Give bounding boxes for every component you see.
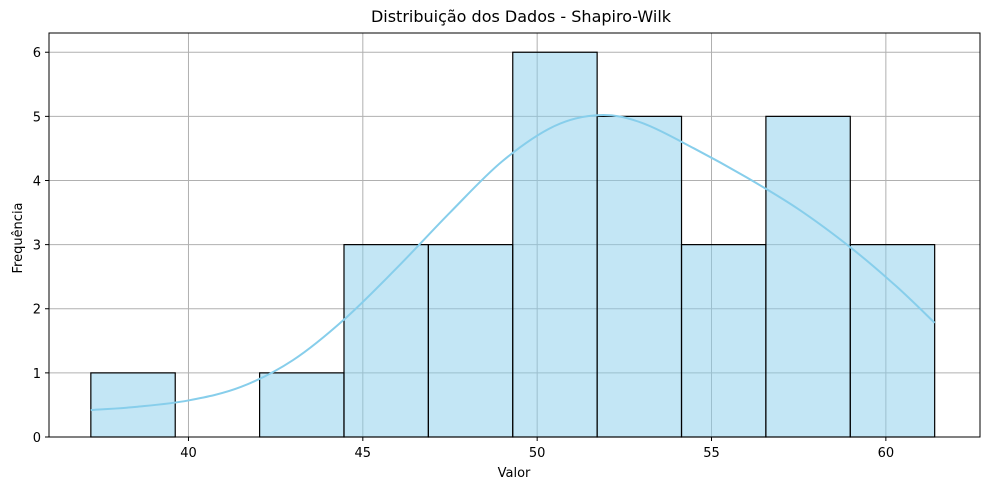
histogram-bar-9	[849, 244, 936, 438]
kde-curve	[90, 114, 936, 412]
y-tick-label-3: 3	[33, 239, 41, 254]
y-tick-label-6: 6	[33, 46, 41, 61]
axes	[48, 32, 981, 438]
x-tick-label-1: 45	[355, 446, 372, 461]
y-tick-label-4: 4	[33, 174, 41, 189]
x-tick-label-0: 40	[180, 446, 197, 461]
kde-curve-group	[90, 114, 936, 412]
histogram-bar-3	[343, 244, 429, 438]
y-tick-label-2: 2	[33, 303, 41, 318]
x-tick-label-2: 50	[529, 446, 546, 461]
x-tick-label-4: 60	[878, 446, 895, 461]
bars	[90, 51, 936, 438]
chart-title: Distribuição dos Dados - Shapiro-Wilk	[371, 7, 672, 26]
y-tick-label-0: 0	[33, 431, 41, 446]
histogram-bar-5	[512, 51, 598, 438]
y-tick-label-1: 1	[33, 367, 41, 382]
plot-frame	[48, 32, 981, 438]
histogram-bar-6	[596, 115, 683, 438]
x-tick-label-3: 55	[703, 446, 720, 461]
histogram-bar-8	[765, 115, 851, 438]
y-axis-label: Frequência	[11, 202, 26, 273]
histogram-bar-7	[680, 244, 767, 438]
histogram-bar-4	[427, 244, 514, 438]
x-axis-label: Valor	[498, 466, 531, 481]
histogram-bar-2	[259, 372, 345, 438]
y-tick-label-5: 5	[33, 110, 41, 125]
